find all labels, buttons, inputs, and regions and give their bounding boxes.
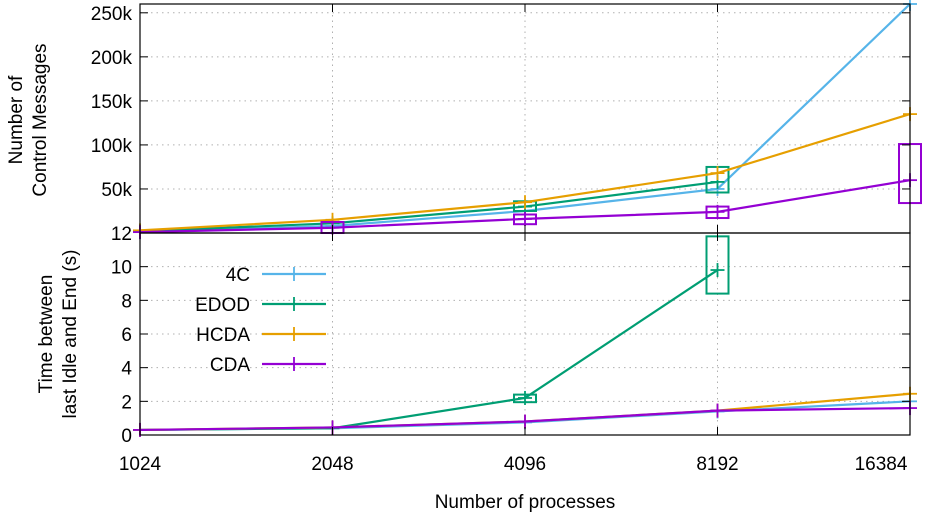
top-y-tick-label: 250k <box>91 4 133 25</box>
top-error-box-cda <box>705 205 730 220</box>
legend-label-hcda: HCDA <box>196 325 250 346</box>
legend: 4C EDOD HCDA CDA <box>195 265 326 376</box>
top-error-box-cda <box>513 213 537 226</box>
top-series-line-edod <box>139 180 718 233</box>
legend-label-cda: CDA <box>210 355 250 376</box>
bottom-point-marker-cda <box>710 403 725 418</box>
top-y-axis-label-line1: Number of <box>6 75 27 164</box>
top-y-tick-label: 150k <box>91 92 133 113</box>
top-series-group <box>133 0 922 240</box>
top-y-axis-label-line2: Control Messages <box>30 43 51 196</box>
top-grid <box>139 4 911 233</box>
bottom-y-tick-label: 4 <box>121 359 132 380</box>
bottom-y-axis-label-line1: Time between <box>36 275 57 394</box>
x-tick-label: 1024 <box>119 454 162 475</box>
bottom-y-axis: 0 2 4 6 8 10 12 <box>111 224 911 447</box>
bottom-y-tick-label: 6 <box>121 325 132 346</box>
top-y-tick-label: 200k <box>91 48 133 69</box>
bottom-y-tick-label: 10 <box>111 258 132 279</box>
top-y-tick-label: 100k <box>91 136 133 157</box>
bottom-y-tick-label: 8 <box>121 291 132 312</box>
bottom-point-marker-edod <box>710 263 725 278</box>
x-tick-label: 4096 <box>504 454 546 475</box>
legend-label-4c: 4C <box>226 265 250 286</box>
top-y-axis: 50k 100k 150k 200k 250k <box>91 4 911 233</box>
x-tick-label: 2048 <box>311 454 353 475</box>
bottom-y-axis-label-line2: last Idle and End (s) <box>60 250 81 419</box>
top-point-marker-hcda <box>710 166 725 181</box>
bottom-point-marker-cda <box>518 414 532 429</box>
bottom-y-tick-label: 12 <box>111 224 132 245</box>
bottom-y-tick-label: 2 <box>121 392 132 413</box>
x-tick-label: 8192 <box>696 454 738 475</box>
bottom-error-box-edod <box>513 393 537 404</box>
top-point-marker-hcda <box>518 195 532 210</box>
x-axis: 1024 2048 4096 8192 16384 <box>119 454 908 475</box>
x-tick-label: 16384 <box>855 454 908 475</box>
bottom-series-group <box>133 235 917 437</box>
bottom-y-tick-label: 0 <box>121 426 132 447</box>
top-y-tick-label: 50k <box>101 180 132 201</box>
legend-label-edod: EDOD <box>195 295 250 316</box>
x-axis-label: Number of processes <box>435 492 616 513</box>
